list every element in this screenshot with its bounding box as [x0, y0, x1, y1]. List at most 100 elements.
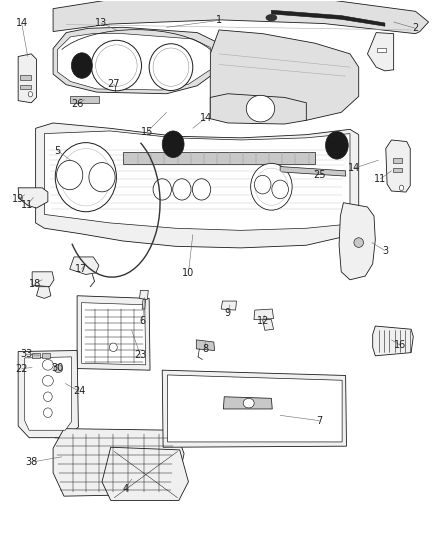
Text: 13: 13	[95, 18, 107, 28]
Polygon shape	[36, 287, 51, 298]
Polygon shape	[142, 300, 146, 309]
Polygon shape	[18, 54, 36, 103]
Polygon shape	[272, 10, 385, 26]
Text: 11: 11	[374, 174, 387, 184]
Polygon shape	[167, 375, 342, 442]
Ellipse shape	[71, 53, 92, 78]
Text: 14: 14	[200, 112, 212, 123]
Ellipse shape	[61, 149, 111, 206]
Text: 18: 18	[28, 279, 41, 288]
Bar	[42, 353, 50, 358]
Polygon shape	[373, 326, 413, 356]
Bar	[32, 353, 40, 358]
Ellipse shape	[246, 95, 275, 122]
Polygon shape	[77, 296, 150, 370]
Text: 2: 2	[412, 23, 419, 34]
Text: 7: 7	[316, 416, 322, 426]
Polygon shape	[57, 34, 210, 90]
Polygon shape	[123, 152, 315, 165]
Text: 14: 14	[348, 163, 360, 173]
Polygon shape	[18, 188, 48, 208]
Polygon shape	[53, 0, 428, 34]
Polygon shape	[35, 123, 359, 248]
Polygon shape	[140, 290, 148, 300]
Polygon shape	[53, 429, 184, 496]
Polygon shape	[367, 33, 394, 71]
Polygon shape	[196, 340, 215, 351]
Polygon shape	[210, 94, 306, 124]
Text: 17: 17	[75, 264, 88, 274]
Ellipse shape	[95, 45, 137, 86]
Bar	[393, 158, 403, 163]
Ellipse shape	[153, 48, 189, 86]
Polygon shape	[221, 301, 237, 310]
Text: 22: 22	[15, 364, 28, 374]
Ellipse shape	[255, 168, 288, 205]
Ellipse shape	[192, 179, 211, 200]
Text: 9: 9	[225, 308, 231, 318]
Polygon shape	[70, 257, 99, 274]
Polygon shape	[263, 320, 274, 330]
Text: 23: 23	[134, 350, 147, 360]
Polygon shape	[210, 30, 359, 123]
Polygon shape	[223, 397, 272, 409]
Polygon shape	[102, 447, 188, 500]
Text: 12: 12	[257, 316, 269, 326]
Ellipse shape	[173, 179, 191, 200]
Ellipse shape	[91, 41, 141, 91]
Text: 6: 6	[140, 316, 146, 326]
Polygon shape	[53, 27, 219, 94]
Ellipse shape	[42, 375, 53, 386]
Text: 8: 8	[203, 344, 209, 354]
Text: 11: 11	[21, 200, 33, 211]
Ellipse shape	[28, 92, 32, 97]
Bar	[393, 167, 403, 172]
Polygon shape	[386, 140, 410, 192]
Ellipse shape	[399, 185, 404, 190]
Ellipse shape	[153, 179, 171, 200]
Text: 14: 14	[15, 18, 28, 28]
Ellipse shape	[55, 143, 117, 212]
Ellipse shape	[243, 398, 254, 408]
Polygon shape	[162, 370, 346, 447]
Text: 24: 24	[73, 386, 85, 397]
Text: 26: 26	[71, 99, 83, 109]
Bar	[70, 96, 99, 103]
Ellipse shape	[43, 392, 52, 401]
Text: 4: 4	[122, 484, 128, 494]
Polygon shape	[81, 303, 146, 365]
Text: 1: 1	[216, 15, 222, 26]
Ellipse shape	[251, 164, 292, 210]
Text: 16: 16	[394, 340, 406, 350]
Ellipse shape	[43, 408, 52, 417]
Ellipse shape	[162, 131, 184, 158]
Text: 27: 27	[107, 79, 120, 89]
Ellipse shape	[110, 343, 117, 352]
Ellipse shape	[89, 163, 115, 192]
Polygon shape	[44, 131, 350, 230]
Ellipse shape	[42, 360, 53, 370]
Text: 19: 19	[12, 194, 24, 204]
Polygon shape	[280, 166, 346, 176]
Text: 10: 10	[182, 268, 194, 278]
Ellipse shape	[266, 14, 277, 21]
Text: 3: 3	[382, 246, 388, 255]
Text: 5: 5	[54, 146, 60, 156]
Text: 25: 25	[313, 169, 326, 180]
Ellipse shape	[325, 132, 348, 159]
Ellipse shape	[354, 238, 364, 247]
Polygon shape	[32, 272, 54, 287]
Text: 30: 30	[51, 362, 64, 373]
Text: 33: 33	[20, 349, 32, 359]
Bar	[20, 85, 31, 89]
Bar	[378, 48, 386, 52]
Polygon shape	[18, 351, 78, 438]
Polygon shape	[254, 309, 274, 320]
Ellipse shape	[149, 44, 193, 91]
Bar	[20, 75, 31, 80]
Polygon shape	[25, 357, 71, 430]
Text: 15: 15	[141, 127, 153, 137]
Ellipse shape	[57, 160, 83, 190]
Ellipse shape	[54, 365, 63, 373]
Polygon shape	[339, 203, 375, 280]
